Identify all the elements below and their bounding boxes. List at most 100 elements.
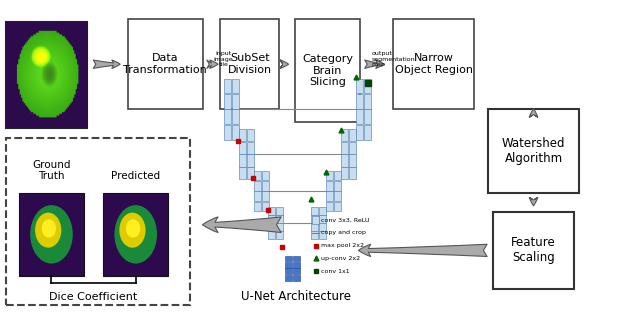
FancyBboxPatch shape [311, 207, 318, 215]
FancyBboxPatch shape [254, 191, 261, 201]
Ellipse shape [119, 213, 145, 248]
FancyBboxPatch shape [254, 171, 261, 180]
FancyBboxPatch shape [247, 154, 255, 167]
Text: SubSet
Division: SubSet Division [228, 53, 271, 75]
Text: copy and crop: copy and crop [321, 230, 366, 235]
FancyBboxPatch shape [319, 223, 326, 231]
Text: Dice Coefficient: Dice Coefficient [49, 292, 138, 302]
FancyBboxPatch shape [232, 79, 240, 93]
FancyBboxPatch shape [364, 109, 371, 124]
Ellipse shape [114, 205, 157, 264]
FancyBboxPatch shape [262, 181, 269, 191]
FancyBboxPatch shape [334, 171, 341, 180]
FancyBboxPatch shape [254, 202, 261, 211]
FancyBboxPatch shape [225, 125, 231, 140]
FancyBboxPatch shape [311, 231, 318, 239]
FancyBboxPatch shape [285, 256, 292, 261]
FancyBboxPatch shape [326, 171, 333, 180]
Ellipse shape [126, 219, 140, 238]
FancyBboxPatch shape [364, 79, 371, 93]
Text: Feature
Scaling: Feature Scaling [511, 236, 556, 265]
FancyBboxPatch shape [220, 19, 280, 109]
FancyBboxPatch shape [356, 109, 363, 124]
FancyBboxPatch shape [103, 193, 168, 276]
Text: conv 1x1: conv 1x1 [321, 269, 350, 274]
FancyBboxPatch shape [319, 215, 326, 223]
FancyBboxPatch shape [276, 223, 283, 231]
FancyBboxPatch shape [262, 191, 269, 201]
FancyBboxPatch shape [364, 94, 371, 109]
FancyBboxPatch shape [240, 167, 246, 179]
FancyBboxPatch shape [240, 154, 246, 167]
Text: max pool 2x2: max pool 2x2 [321, 243, 364, 248]
FancyBboxPatch shape [247, 142, 255, 154]
Text: Category
Brain
Slicing: Category Brain Slicing [302, 54, 353, 87]
Text: input
image
tile: input image tile [213, 51, 233, 67]
FancyBboxPatch shape [268, 231, 275, 239]
FancyBboxPatch shape [493, 212, 574, 289]
Text: Watershed
Algorithm: Watershed Algorithm [502, 137, 565, 165]
FancyBboxPatch shape [276, 207, 283, 215]
FancyBboxPatch shape [268, 215, 275, 223]
FancyBboxPatch shape [247, 167, 255, 179]
Text: Ground
Truth: Ground Truth [32, 160, 71, 181]
FancyBboxPatch shape [364, 125, 371, 140]
FancyBboxPatch shape [225, 79, 231, 93]
FancyBboxPatch shape [326, 181, 333, 191]
FancyBboxPatch shape [293, 268, 300, 274]
FancyBboxPatch shape [341, 142, 348, 154]
FancyBboxPatch shape [356, 94, 363, 109]
FancyBboxPatch shape [356, 125, 363, 140]
Ellipse shape [35, 213, 61, 248]
FancyBboxPatch shape [311, 215, 318, 223]
Text: conv 3x3, ReLU: conv 3x3, ReLU [321, 217, 370, 222]
FancyBboxPatch shape [232, 125, 240, 140]
FancyBboxPatch shape [285, 268, 292, 274]
FancyBboxPatch shape [293, 262, 300, 268]
FancyBboxPatch shape [285, 262, 292, 268]
FancyBboxPatch shape [247, 129, 255, 141]
FancyBboxPatch shape [488, 109, 579, 193]
FancyBboxPatch shape [319, 231, 326, 239]
FancyBboxPatch shape [326, 202, 333, 211]
FancyBboxPatch shape [341, 154, 348, 167]
Text: Data
Transformation: Data Transformation [124, 53, 207, 75]
Text: Narrow
Object Region: Narrow Object Region [394, 53, 472, 75]
FancyBboxPatch shape [268, 207, 275, 215]
FancyBboxPatch shape [19, 193, 84, 276]
FancyBboxPatch shape [128, 19, 203, 109]
FancyBboxPatch shape [225, 94, 231, 109]
FancyBboxPatch shape [349, 154, 356, 167]
FancyBboxPatch shape [349, 142, 356, 154]
FancyBboxPatch shape [262, 202, 269, 211]
FancyBboxPatch shape [240, 129, 246, 141]
FancyBboxPatch shape [295, 19, 361, 122]
FancyBboxPatch shape [225, 109, 231, 124]
FancyBboxPatch shape [319, 207, 326, 215]
FancyBboxPatch shape [311, 223, 318, 231]
FancyBboxPatch shape [349, 167, 356, 179]
FancyBboxPatch shape [276, 231, 283, 239]
FancyBboxPatch shape [326, 191, 333, 201]
FancyBboxPatch shape [6, 22, 87, 128]
Text: up-conv 2x2: up-conv 2x2 [321, 256, 361, 261]
FancyBboxPatch shape [334, 202, 341, 211]
Ellipse shape [30, 205, 73, 264]
FancyBboxPatch shape [334, 181, 341, 191]
FancyBboxPatch shape [232, 94, 240, 109]
FancyBboxPatch shape [262, 171, 269, 180]
Ellipse shape [42, 219, 56, 238]
FancyBboxPatch shape [276, 215, 283, 223]
FancyBboxPatch shape [349, 129, 356, 141]
FancyBboxPatch shape [240, 142, 246, 154]
FancyBboxPatch shape [293, 275, 300, 281]
FancyBboxPatch shape [341, 167, 348, 179]
FancyBboxPatch shape [232, 109, 240, 124]
Text: Predicted: Predicted [111, 171, 160, 181]
FancyBboxPatch shape [356, 79, 363, 93]
FancyBboxPatch shape [341, 129, 348, 141]
Text: U-Net Architecture: U-Net Architecture [241, 291, 351, 303]
Text: output
segmentation
map: output segmentation map [371, 51, 415, 67]
FancyBboxPatch shape [268, 223, 275, 231]
FancyBboxPatch shape [254, 181, 261, 191]
